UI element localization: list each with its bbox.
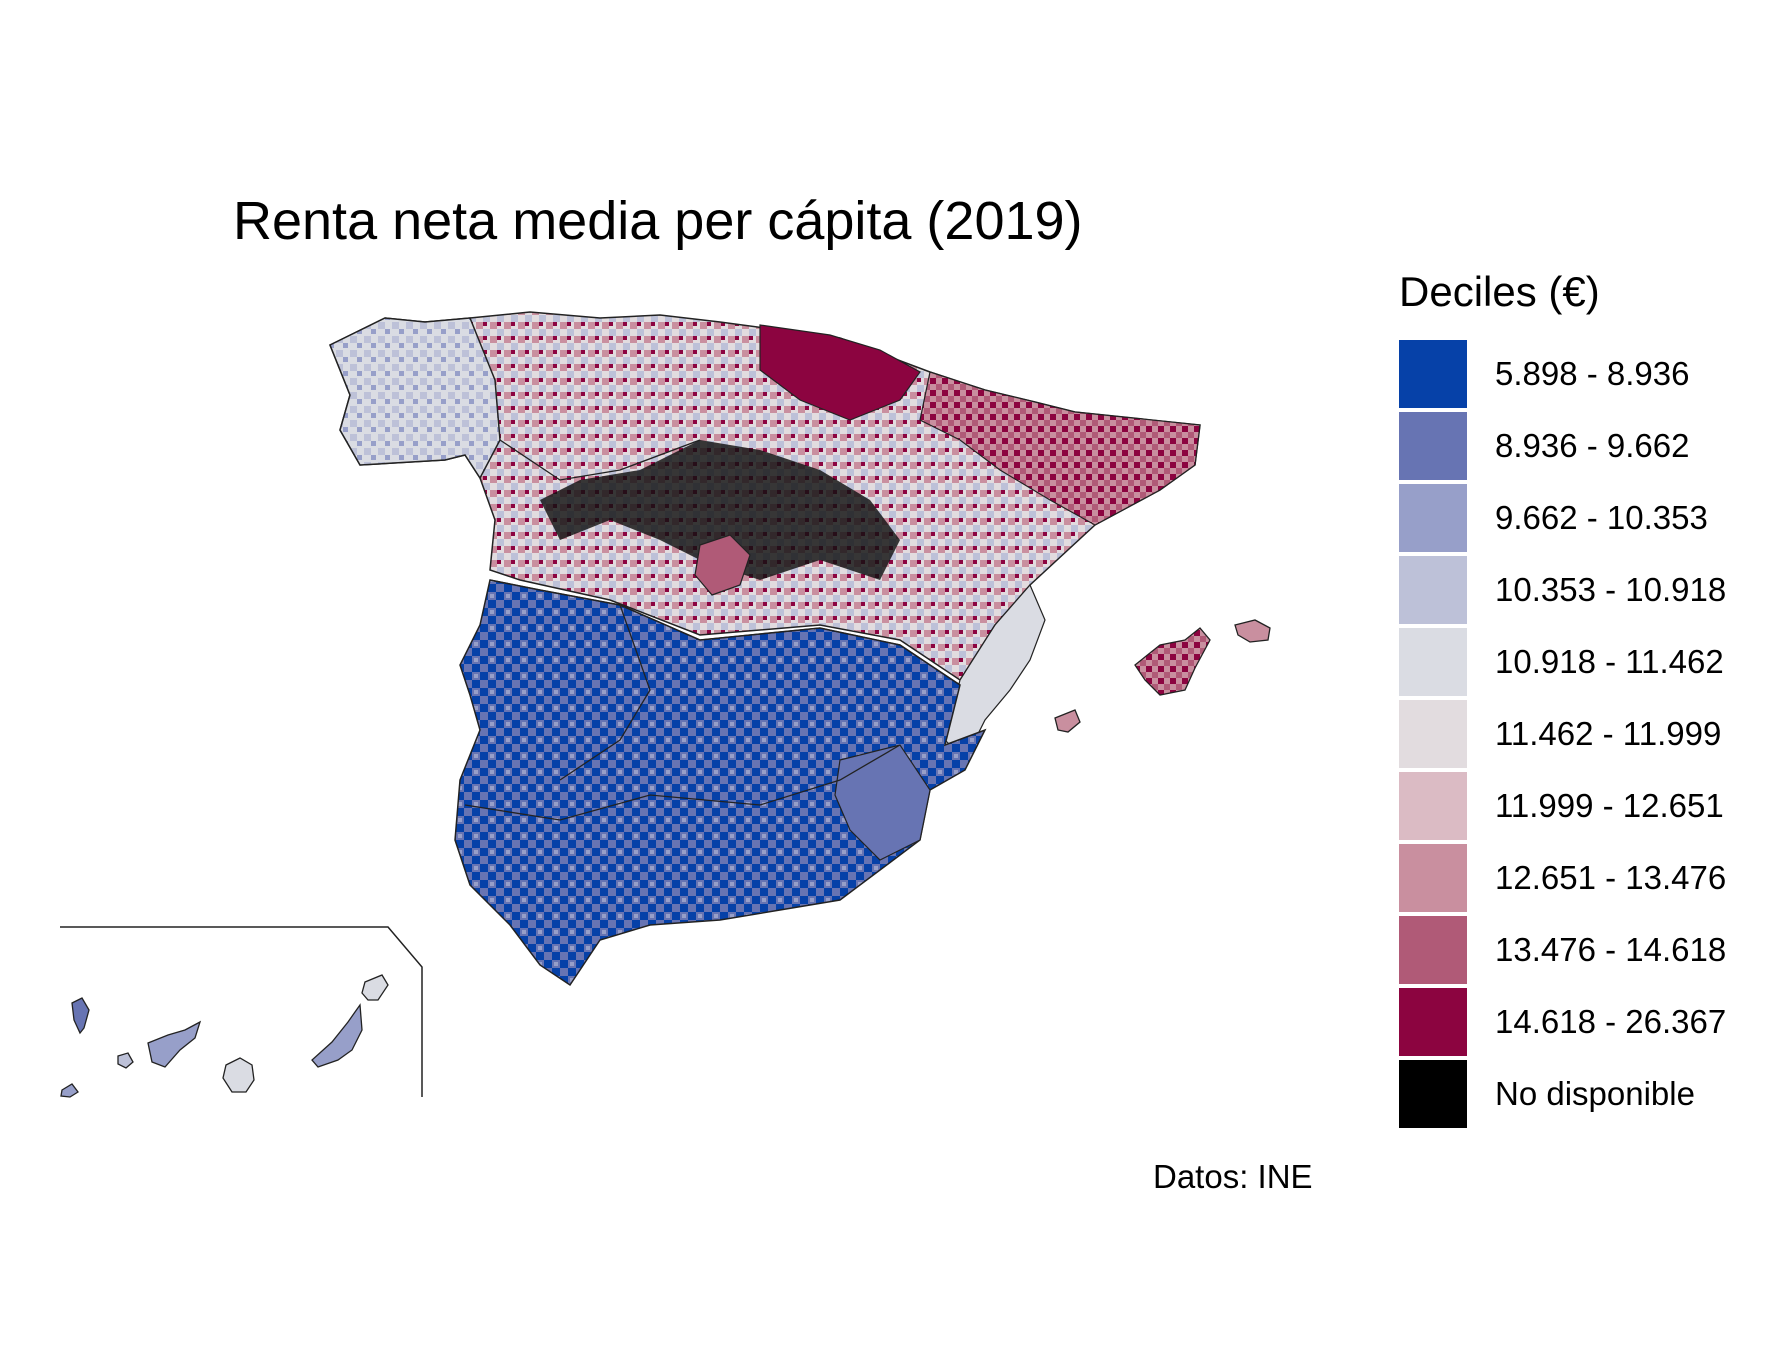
- legend-swatch: [1399, 412, 1467, 480]
- legend-label: 14.618 - 26.367: [1495, 1003, 1727, 1040]
- island-ibiza: [1054, 709, 1081, 733]
- legend-item: 12.651 - 13.476: [1399, 842, 1726, 914]
- legend-label: 12.651 - 13.476: [1495, 859, 1727, 896]
- legend-title: Deciles (€): [1399, 268, 1600, 315]
- legend-swatch: [1399, 772, 1467, 840]
- source-note: Datos: INE: [1153, 1158, 1313, 1195]
- legend-swatch: [1399, 700, 1467, 768]
- legend-item: 14.618 - 26.367: [1399, 986, 1726, 1058]
- island-lanzarote: [361, 974, 389, 1001]
- legend-label: 10.353 - 10.918: [1495, 571, 1727, 608]
- legend-swatch: [1399, 1060, 1467, 1128]
- region-basque: [759, 324, 921, 421]
- island-la-palma: [71, 997, 90, 1035]
- legend-swatch: [1399, 340, 1467, 408]
- legend-swatch: [1399, 844, 1467, 912]
- island-menorca: [1234, 619, 1271, 643]
- island-fuerteventura: [311, 1003, 363, 1068]
- legend-items: 5.898 - 8.936 8.936 - 9.662 9.662 - 10.353…: [1399, 338, 1726, 1130]
- island-gran-canaria: [222, 1057, 255, 1093]
- region-northeast: [919, 371, 1201, 526]
- map-title: Renta neta media per cápita (2019): [233, 191, 1083, 251]
- island-el-hierro: [60, 1083, 79, 1098]
- legend-item: 9.662 - 10.353: [1399, 482, 1726, 554]
- island-tenerife: [147, 1020, 202, 1068]
- region-madrid: [694, 534, 751, 596]
- legend-item: 10.918 - 11.462: [1399, 626, 1726, 698]
- legend-item: 5.898 - 8.936: [1399, 338, 1726, 410]
- legend-label: 8.936 - 9.662: [1495, 427, 1690, 464]
- legend-label: 13.476 - 14.618: [1495, 931, 1727, 968]
- legend-item: 10.353 - 10.918: [1399, 554, 1726, 626]
- legend-label: No disponible: [1495, 1075, 1695, 1112]
- legend-item: 13.476 - 14.618: [1399, 914, 1726, 986]
- legend: Deciles (€) 5.898 - 8.936 8.936 - 9.662 9.…: [1399, 268, 1726, 1130]
- legend-item: 11.462 - 11.999: [1399, 698, 1726, 770]
- legend-item: 11.999 - 12.651: [1399, 770, 1726, 842]
- legend-item: 8.936 - 9.662: [1399, 410, 1726, 482]
- region-northwest: [329, 317, 501, 480]
- legend-swatch: [1399, 916, 1467, 984]
- region-borders: [464, 439, 961, 821]
- legend-label: 5.898 - 8.936: [1495, 355, 1690, 392]
- island-la-gomera: [117, 1052, 134, 1069]
- island-mallorca: [1134, 627, 1211, 696]
- legend-label: 11.462 - 11.999: [1495, 715, 1722, 752]
- legend-swatch: [1399, 628, 1467, 696]
- legend-swatch: [1399, 988, 1467, 1056]
- legend-item: No disponible: [1399, 1058, 1726, 1130]
- canary-inset-frame: [60, 926, 423, 1097]
- region-no-data: [540, 440, 900, 580]
- region-murcia: [834, 744, 931, 861]
- canary-islands: [60, 974, 389, 1098]
- legend-label: 9.662 - 10.353: [1495, 499, 1708, 536]
- legend-label: 11.999 - 12.651: [1495, 787, 1724, 824]
- legend-swatch: [1399, 484, 1467, 552]
- legend-label: 10.918 - 11.462: [1495, 643, 1724, 680]
- legend-swatch: [1399, 556, 1467, 624]
